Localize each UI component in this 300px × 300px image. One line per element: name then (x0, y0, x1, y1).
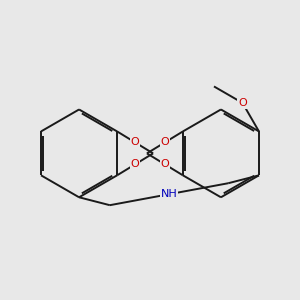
Text: O: O (160, 137, 169, 147)
Text: O: O (160, 159, 169, 170)
Text: O: O (131, 137, 140, 147)
Text: O: O (131, 159, 140, 170)
Text: O: O (238, 98, 247, 108)
Text: NH: NH (160, 189, 177, 199)
